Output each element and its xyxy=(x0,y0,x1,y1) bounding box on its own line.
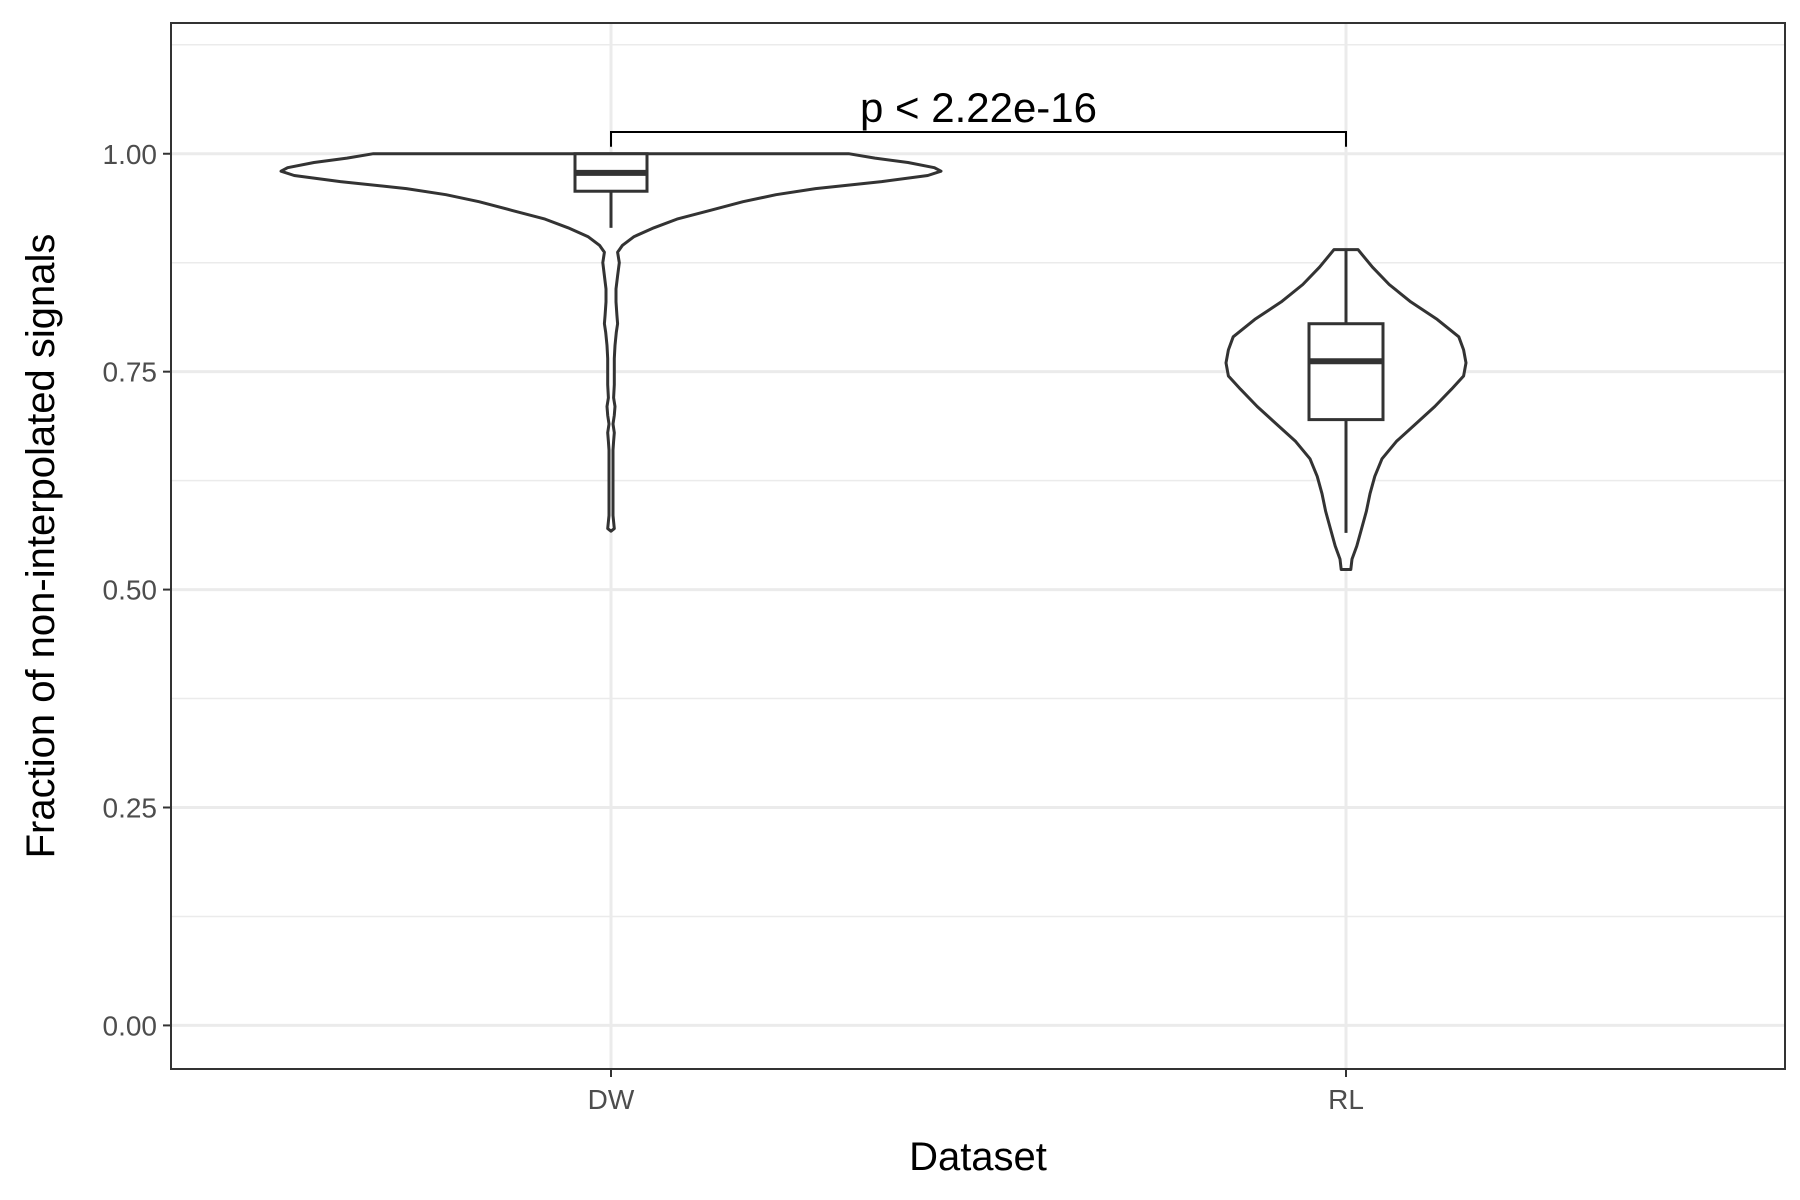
significance-bracket: p < 2.22e-16 xyxy=(610,84,1347,147)
y-tick-label: 0.50 xyxy=(103,575,158,606)
panel-border xyxy=(170,22,1786,1070)
x-tick-label: DW xyxy=(588,1084,635,1115)
bracket-line xyxy=(610,130,1347,147)
boxplots xyxy=(573,152,1385,533)
violin-dw xyxy=(279,152,943,533)
y-axis-title: Fraction of non-interpolated signals xyxy=(19,234,63,859)
x-axis-title: Dataset xyxy=(909,1135,1047,1179)
y-tick-label: 0.00 xyxy=(103,1010,158,1041)
y-tick-label: 1.00 xyxy=(103,139,158,170)
axes: 0.00 0.25 0.50 0.75 1.00 DW RL xyxy=(103,139,1364,1115)
y-tick-label: 0.75 xyxy=(103,357,158,388)
x-tick-label: RL xyxy=(1328,1084,1364,1115)
box xyxy=(1307,322,1385,422)
boxplot-dw xyxy=(573,152,649,228)
p-value-label: p < 2.22e-16 xyxy=(860,84,1097,131)
y-tick-label: 0.25 xyxy=(103,793,158,824)
boxplot-rl xyxy=(1307,249,1385,533)
